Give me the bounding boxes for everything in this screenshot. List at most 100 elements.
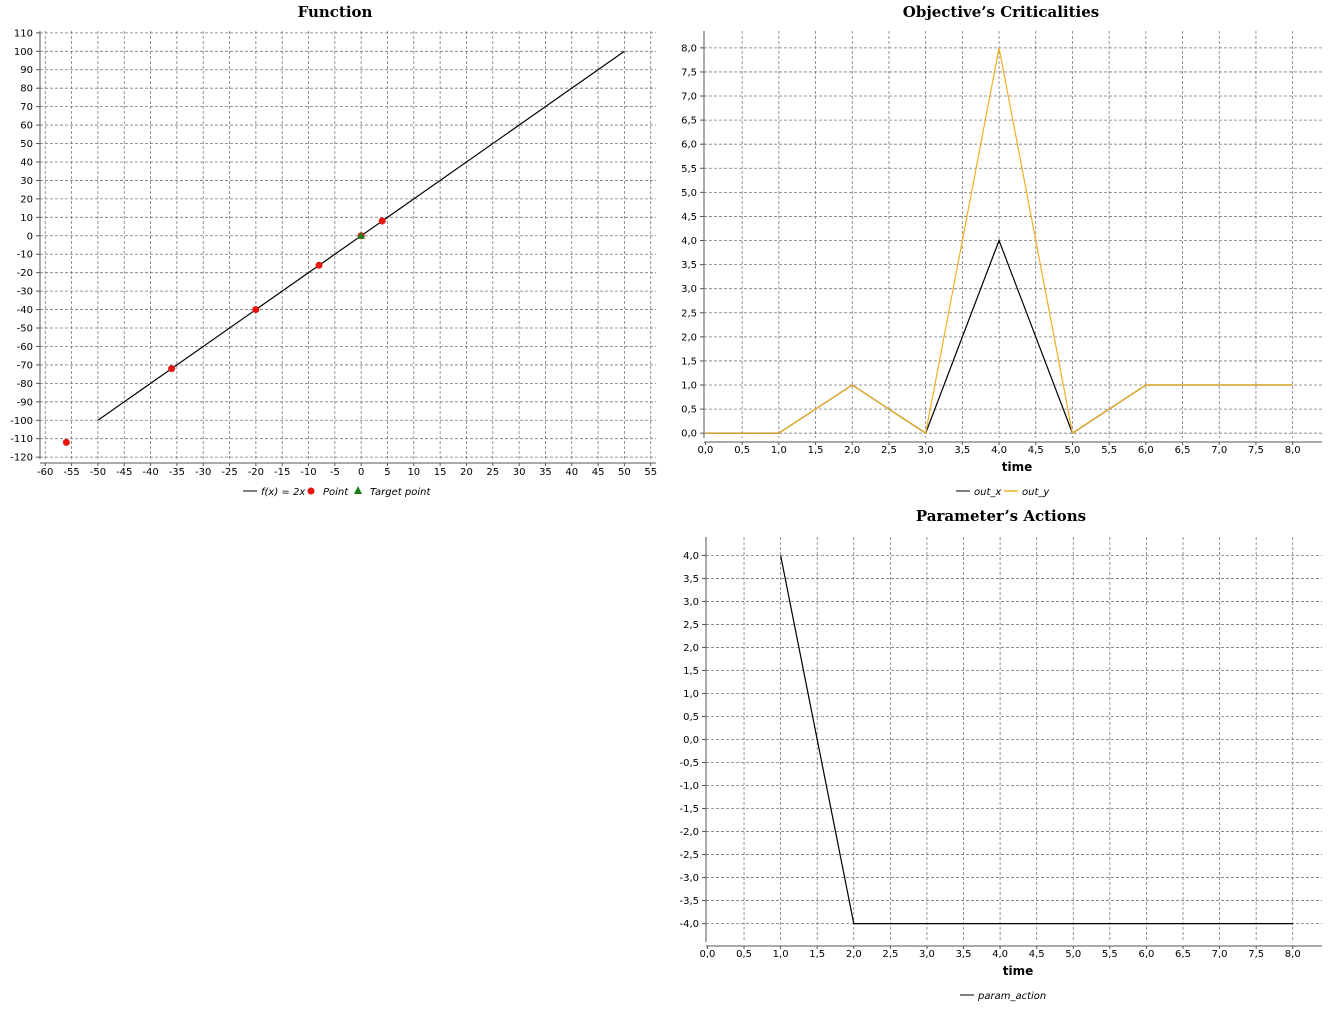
- criticalities-x-tick-label: 5,0: [1064, 445, 1080, 456]
- function-x-tick-label: -45: [116, 467, 132, 478]
- actions-y-tick-label: -3,0: [679, 873, 699, 884]
- function-x-tick-label: 40: [565, 467, 578, 478]
- criticalities-x-tick-label: 4,0: [991, 445, 1007, 456]
- criticalities-y-tick-label: 2,5: [681, 308, 697, 319]
- function-y-tick-label: 30: [20, 176, 33, 187]
- function-series-point-point: [168, 365, 176, 373]
- function-x-tick-label: 30: [513, 467, 526, 478]
- actions-title: Parameter’s Actions: [916, 507, 1086, 525]
- function-series-point-point: [378, 217, 386, 225]
- criticalities-y-tick-label: 1,0: [681, 381, 697, 392]
- criticalities-x-tick-label: 5,5: [1101, 445, 1117, 456]
- actions-y-tick-label: 3,0: [683, 597, 699, 608]
- criticalities-x-tick-label: 0,5: [734, 445, 750, 456]
- criticalities-x-tick-label: 2,5: [881, 445, 897, 456]
- criticalities-y-tick-label: 6,0: [681, 140, 697, 151]
- function-y-tick-label: 70: [20, 102, 33, 113]
- function-x-tick-label: 25: [486, 467, 499, 478]
- criticalities-x-tick-label: 2,0: [844, 445, 860, 456]
- function-x-tick-label: 15: [434, 467, 447, 478]
- function-x-tick-label: 20: [460, 467, 473, 478]
- actions-y-tick-label: -0,5: [679, 758, 699, 769]
- actions-x-tick-label: 0,0: [700, 949, 716, 960]
- function-y-tick-label: 50: [20, 139, 33, 150]
- actions-y-tick-label: 2,5: [683, 620, 699, 631]
- function-series-point-legend-swatch: [307, 487, 315, 495]
- actions-x-tick-label: 2,0: [846, 949, 862, 960]
- criticalities-y-tick-label: 7,0: [681, 92, 697, 103]
- criticalities-y-tick-label: 0,0: [681, 429, 697, 440]
- function-x-tick-label: 10: [407, 467, 420, 478]
- function-title: Function: [298, 3, 373, 21]
- criticalities-x-tick-label: 6,5: [1175, 445, 1191, 456]
- criticalities-y-tick-label: 6,5: [681, 116, 697, 127]
- criticalities-y-tick-label: 7,5: [681, 67, 697, 78]
- function-x-tick-label: -10: [300, 467, 316, 478]
- actions-x-tick-label: 7,5: [1248, 949, 1264, 960]
- function-x-tick-label: -30: [195, 467, 211, 478]
- criticalities-x-tick-label: 8,0: [1285, 445, 1301, 456]
- function-y-tick-label: -10: [17, 250, 33, 261]
- actions-y-tick-label: -2,0: [679, 827, 699, 838]
- criticalities-x-tick-label: 3,0: [918, 445, 934, 456]
- actions-series-param-action-line: [780, 555, 1293, 925]
- actions-x-tick-label: 1,5: [809, 949, 825, 960]
- actions-y-tick-label: 0,5: [683, 712, 699, 723]
- function-y-tick-label: -30: [17, 287, 33, 298]
- actions-y-tick-label: 3,5: [683, 574, 699, 585]
- function-x-tick-label: 45: [592, 467, 605, 478]
- criticalities-series-out-x-legend-label: out_x: [974, 487, 1001, 498]
- actions-y-tick-label: 1,5: [683, 666, 699, 677]
- criticalities-title: Objective’s Criticalities: [903, 3, 1099, 21]
- actions-y-tick-label: 1,0: [683, 689, 699, 700]
- criticalities-x-tick-label: 1,5: [808, 445, 824, 456]
- function-y-tick-label: 10: [20, 213, 33, 224]
- function-y-tick-label: -60: [17, 342, 33, 353]
- function-y-tick-label: -80: [17, 379, 33, 390]
- function-y-tick-label: -90: [17, 397, 33, 408]
- function-y-tick-label: -100: [10, 416, 33, 427]
- criticalities-series-out-y-line: [705, 47, 1293, 435]
- function-x-tick-label: -55: [63, 467, 79, 478]
- function-series-point-legend-label: Point: [323, 487, 349, 498]
- function-x-tick-label: 50: [618, 467, 631, 478]
- actions-chart: Parameter’s Actions 0,0 0,5 1,0 1,5 2,0 2,5 3,0…: [679, 507, 1322, 1002]
- function-x-tick-label: 0: [358, 467, 364, 478]
- criticalities-y-tick-label: 0,5: [681, 405, 697, 416]
- actions-x-tick-label: 0,5: [736, 949, 752, 960]
- actions-x-tick-label: 4,0: [992, 949, 1008, 960]
- criticalities-y-tick-label: 5,5: [681, 164, 697, 175]
- function-y-tick-label: 60: [20, 121, 33, 132]
- criticalities-y-tick-label: 2,0: [681, 332, 697, 343]
- criticalities-x-axis-title: time: [1002, 460, 1033, 474]
- function-y-tick-label: -120: [10, 453, 33, 464]
- function-y-tick-label: 20: [20, 194, 33, 205]
- actions-x-tick-label: 2,5: [882, 949, 898, 960]
- actions-x-tick-label: 5,5: [1102, 949, 1118, 960]
- criticalities-x-tick-label: 7,5: [1248, 445, 1264, 456]
- function-x-tick-label: -5: [330, 467, 340, 478]
- criticalities-x-tick-label: 6,0: [1138, 445, 1154, 456]
- criticalities-x-tick-label: 3,5: [954, 445, 970, 456]
- function-x-tick-label: -20: [248, 467, 264, 478]
- criticalities-chart: Objective’s Criticalities 0,0 0,5 1,0 1,5 2,0…: [681, 3, 1322, 498]
- function-series-target-point-legend-swatch: [354, 486, 362, 494]
- criticalities-y-tick-label: 1,5: [681, 356, 697, 367]
- function-series-target-point-legend-label: Target point: [370, 487, 431, 498]
- criticalities-y-tick-label: 3,5: [681, 260, 697, 271]
- criticalities-x-tick-label: 7,0: [1211, 445, 1227, 456]
- actions-x-tick-label: 8,0: [1285, 949, 1301, 960]
- criticalities-y-tick-label: 8,0: [681, 43, 697, 54]
- function-series-f-x-2x-legend-label: f(x) = 2x: [261, 487, 305, 498]
- criticalities-series-out-y-legend-label: out_y: [1022, 487, 1050, 498]
- actions-y-tick-label: 0,0: [683, 735, 699, 746]
- function-y-tick-label: 80: [20, 84, 33, 95]
- actions-x-tick-label: 6,0: [1138, 949, 1154, 960]
- function-y-tick-label: 40: [20, 157, 33, 168]
- function-x-tick-label: 5: [384, 467, 390, 478]
- criticalities-x-tick-label: 1,0: [771, 445, 787, 456]
- actions-x-tick-label: 3,5: [956, 949, 972, 960]
- function-y-tick-label: -70: [17, 360, 33, 371]
- function-y-tick-label: -50: [17, 324, 33, 335]
